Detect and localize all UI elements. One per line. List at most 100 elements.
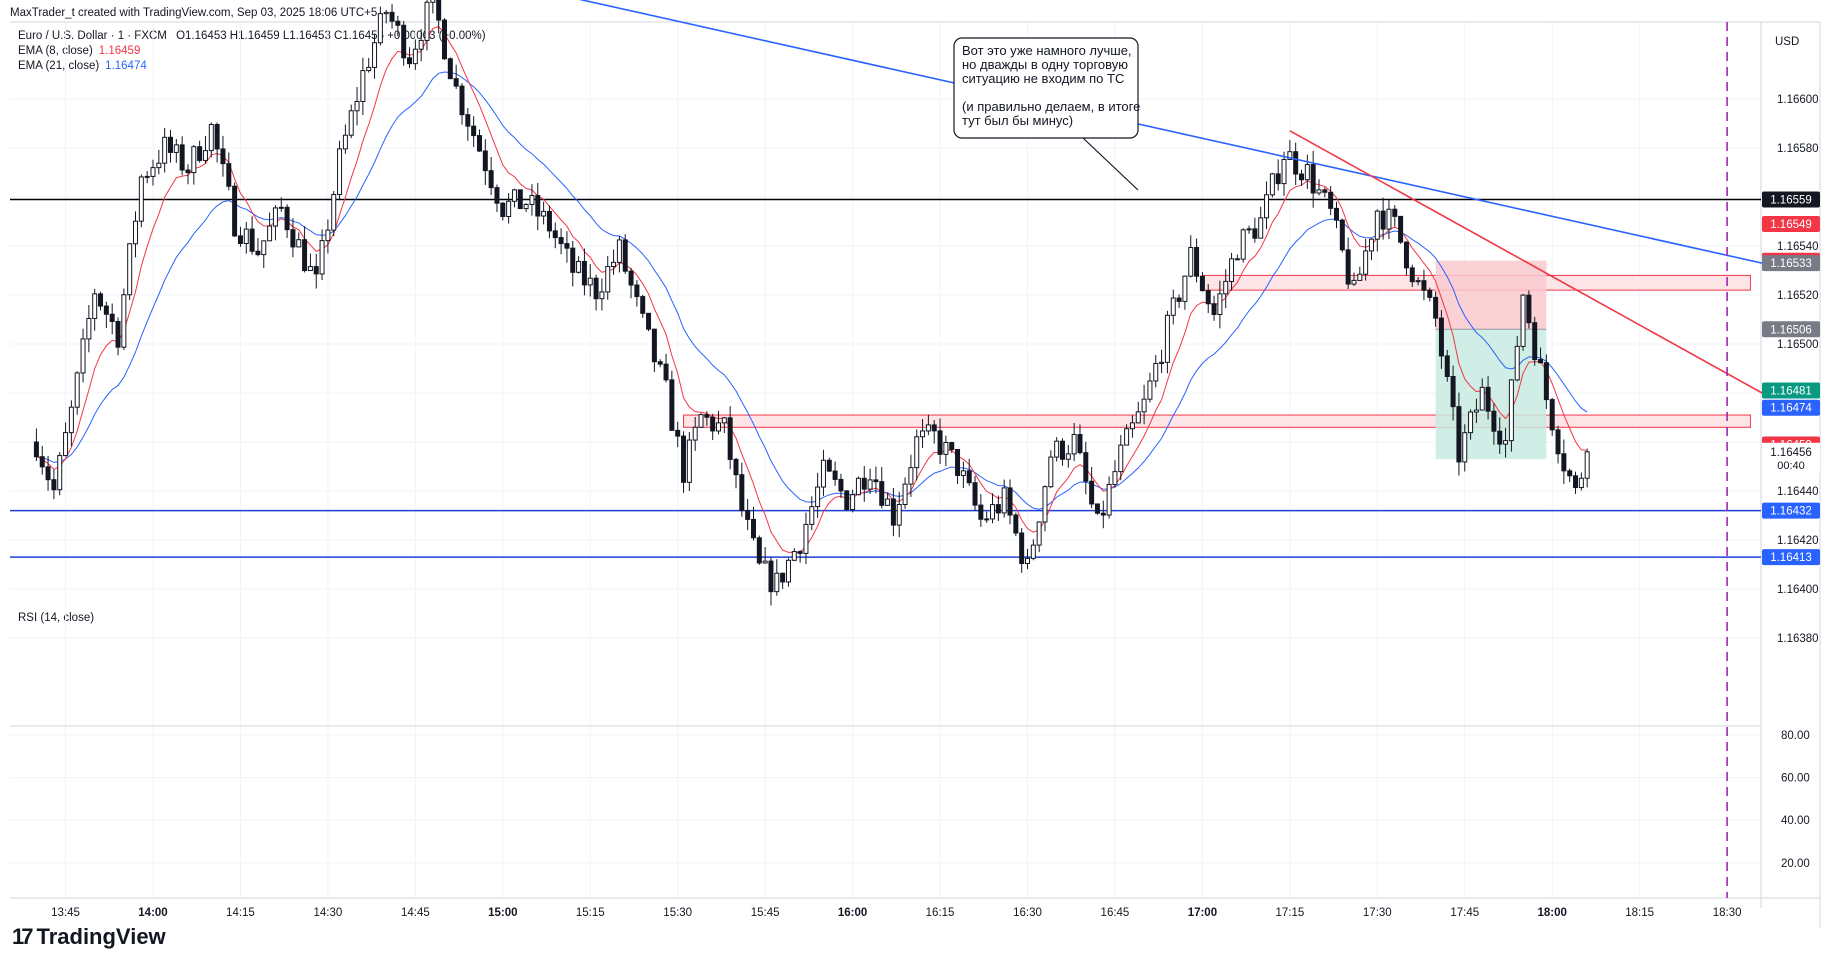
price-label-bg — [1762, 321, 1820, 338]
candle — [762, 560, 768, 564]
candle — [1555, 429, 1561, 455]
candle — [1001, 487, 1007, 514]
candle — [80, 338, 86, 374]
time-tick-label: 16:00 — [838, 907, 867, 919]
time-tick-label: 16:15 — [926, 907, 955, 919]
candle — [1549, 399, 1555, 431]
candle — [144, 175, 150, 178]
tradingview-logo[interactable]: 17 TradingView — [12, 924, 166, 950]
candle — [809, 506, 815, 525]
candle — [943, 442, 949, 455]
candle — [162, 136, 168, 164]
currency-label: USD — [1775, 36, 1799, 48]
candle — [1287, 151, 1293, 160]
candle — [267, 225, 273, 242]
candle — [820, 459, 826, 488]
price-label-bg — [1762, 215, 1820, 232]
candle — [931, 424, 937, 432]
time-tick-label: 14:45 — [401, 907, 430, 919]
rsi-legend[interactable]: RSI (14, close) — [18, 612, 94, 624]
time-tick-label: 15:45 — [751, 907, 780, 919]
ema8-legend[interactable]: EMA (8, close) 1.16459 — [18, 45, 140, 57]
candle — [109, 313, 115, 322]
candle — [546, 210, 552, 232]
candle — [1188, 247, 1194, 277]
candle — [1316, 189, 1322, 194]
candle — [675, 429, 681, 437]
candle — [202, 150, 208, 161]
candle — [523, 203, 529, 210]
time-tick-label: 17:00 — [1188, 907, 1217, 919]
candle — [348, 110, 354, 136]
candle — [284, 206, 290, 231]
candle — [1106, 483, 1112, 516]
price-tick-label: 1.16420 — [1777, 535, 1819, 547]
candle — [616, 239, 622, 263]
candle — [1100, 512, 1106, 516]
candle — [1485, 386, 1491, 412]
candle — [1083, 452, 1089, 482]
candle — [1299, 173, 1305, 181]
price-label-bg — [1762, 399, 1820, 416]
candle — [476, 135, 482, 152]
candle — [488, 170, 494, 189]
candle — [103, 305, 109, 315]
candle — [412, 48, 418, 65]
candle — [785, 559, 791, 583]
candle — [890, 498, 896, 526]
candle — [57, 455, 63, 491]
ema21-legend[interactable]: EMA (21, close) 1.16474 — [18, 60, 147, 72]
candle — [33, 441, 39, 458]
candle — [960, 470, 966, 476]
candle — [599, 291, 605, 300]
candle — [243, 228, 249, 245]
candle — [768, 560, 774, 593]
symbol-legend[interactable]: Euro / U.S. Dollar · 1 · FXCM O1.16453 H… — [18, 30, 486, 42]
candle — [1246, 228, 1252, 231]
candle — [482, 150, 488, 172]
candle — [1077, 434, 1083, 454]
time-tick-label: 18:30 — [1713, 907, 1742, 919]
candle — [587, 277, 593, 286]
price-label: 1.16474 — [1770, 403, 1812, 415]
candle — [1170, 297, 1176, 316]
candle — [716, 422, 722, 432]
candle — [902, 483, 908, 506]
candle — [949, 442, 955, 450]
candle — [179, 144, 185, 171]
candle — [832, 470, 838, 480]
candle — [850, 494, 856, 510]
price-label: 1.16481 — [1770, 386, 1812, 398]
candle — [232, 185, 238, 237]
candle — [873, 479, 879, 483]
candle — [86, 317, 92, 340]
candle — [1538, 359, 1544, 364]
candle — [581, 260, 587, 286]
candle — [1333, 207, 1339, 221]
candle — [1438, 317, 1444, 357]
candle — [360, 70, 366, 102]
candle — [208, 124, 214, 152]
pane-borders — [10, 21, 1821, 928]
rsi-tick-label: 60.00 — [1781, 773, 1810, 785]
candle — [307, 266, 313, 272]
price-label-bg — [1762, 191, 1820, 208]
candle — [704, 414, 710, 418]
candle — [127, 243, 133, 296]
price-tick-label: 1.16440 — [1777, 486, 1819, 498]
candle — [453, 78, 459, 87]
candle — [733, 458, 739, 476]
candle — [1112, 471, 1118, 485]
candle — [121, 294, 127, 348]
candle — [290, 229, 296, 248]
rsi-label: RSI (14, close) — [18, 612, 95, 624]
candle — [296, 239, 302, 248]
candle — [564, 243, 570, 249]
time-tick-label: 17:15 — [1275, 907, 1304, 919]
ema8-value: 1.16459 — [98, 45, 141, 57]
candle — [1252, 228, 1258, 239]
candle — [226, 163, 232, 187]
candle — [494, 187, 500, 204]
candle — [1450, 376, 1456, 408]
